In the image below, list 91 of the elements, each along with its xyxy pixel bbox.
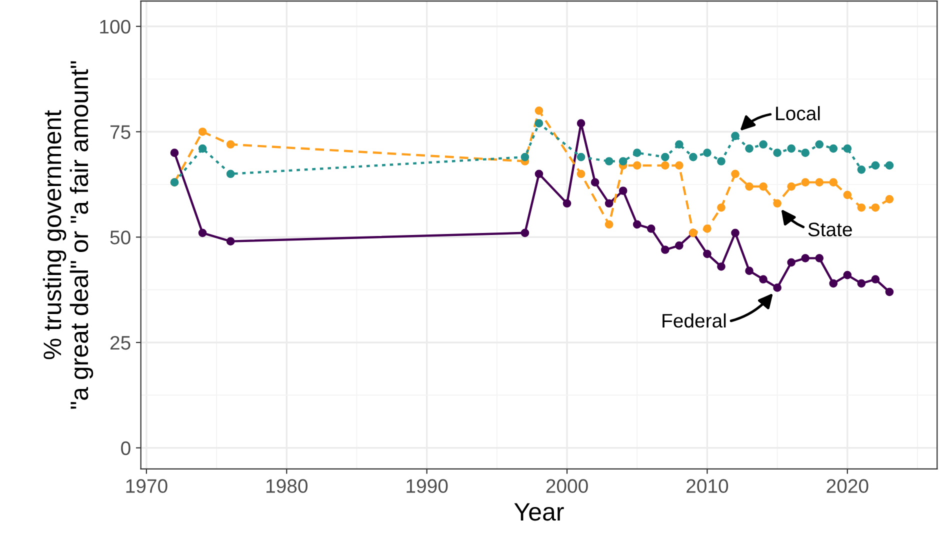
point xyxy=(534,119,544,128)
x-axis-title: Year xyxy=(514,503,564,521)
y-tick-label: 25 xyxy=(110,336,130,350)
point xyxy=(675,241,684,250)
point xyxy=(871,203,880,212)
point xyxy=(857,166,866,174)
point xyxy=(226,170,235,178)
point xyxy=(829,178,838,186)
point xyxy=(703,250,712,258)
point xyxy=(717,262,726,271)
point xyxy=(604,157,614,166)
point xyxy=(646,224,656,233)
point xyxy=(604,199,614,208)
point xyxy=(745,144,754,153)
point xyxy=(717,203,726,212)
point xyxy=(815,140,824,149)
point xyxy=(815,254,824,262)
point xyxy=(759,275,768,284)
point xyxy=(660,152,670,162)
point xyxy=(731,170,740,178)
point xyxy=(801,178,810,186)
point xyxy=(198,128,207,136)
point xyxy=(576,152,586,162)
point xyxy=(787,258,796,267)
point xyxy=(871,275,880,284)
point xyxy=(773,148,782,157)
point xyxy=(703,224,712,233)
point xyxy=(773,199,782,208)
point xyxy=(871,161,880,170)
text: Federal xyxy=(662,313,726,328)
point xyxy=(632,220,642,229)
y-tick-label: 0 xyxy=(121,441,130,456)
point xyxy=(801,148,810,157)
point xyxy=(745,266,754,275)
point xyxy=(759,140,768,149)
point xyxy=(632,148,642,157)
point xyxy=(590,178,600,186)
point xyxy=(759,182,768,191)
point xyxy=(885,161,894,170)
point xyxy=(829,144,838,153)
point xyxy=(857,203,866,212)
point xyxy=(843,144,852,153)
point xyxy=(731,132,740,140)
point xyxy=(857,279,866,288)
point xyxy=(731,228,740,238)
y-tick-label: 75 xyxy=(110,125,130,139)
point xyxy=(520,228,530,238)
point xyxy=(675,161,684,170)
point xyxy=(801,254,810,262)
point xyxy=(689,152,698,162)
point xyxy=(703,148,712,157)
point xyxy=(618,186,628,195)
y-axis-title: % trusting government "a great deal" or "a fair amount" xyxy=(42,61,94,409)
point xyxy=(534,106,544,115)
point xyxy=(170,148,179,157)
point xyxy=(618,157,628,166)
point xyxy=(660,246,670,254)
x-tick-label: 1980 xyxy=(266,479,308,493)
point xyxy=(604,220,614,229)
point xyxy=(843,190,852,200)
point xyxy=(198,144,207,153)
point xyxy=(787,144,796,153)
point xyxy=(829,279,838,288)
point xyxy=(576,170,586,178)
point xyxy=(885,195,894,204)
y-tick-label: 50 xyxy=(110,230,130,244)
point xyxy=(562,199,572,208)
point xyxy=(226,140,235,149)
point xyxy=(198,228,207,238)
point xyxy=(675,140,684,149)
series-label: State xyxy=(808,222,852,236)
point xyxy=(787,182,796,191)
point xyxy=(815,178,824,186)
x-tick-label: 2000 xyxy=(546,479,588,493)
point xyxy=(843,270,852,280)
series-label: Local xyxy=(776,106,820,120)
point xyxy=(660,161,670,170)
point xyxy=(632,161,642,170)
x-tick-label: 1970 xyxy=(126,479,168,493)
point xyxy=(520,152,530,162)
x-tick-label: 2010 xyxy=(686,479,728,493)
point xyxy=(773,284,782,292)
point xyxy=(885,288,894,296)
point xyxy=(717,157,726,166)
y-tick-label: 100 xyxy=(100,20,130,34)
point xyxy=(745,182,754,191)
point xyxy=(576,119,586,128)
x-tick-label: 1990 xyxy=(406,479,448,493)
point xyxy=(226,237,235,246)
x-tick-label: 2020 xyxy=(826,479,868,493)
point xyxy=(534,170,544,178)
